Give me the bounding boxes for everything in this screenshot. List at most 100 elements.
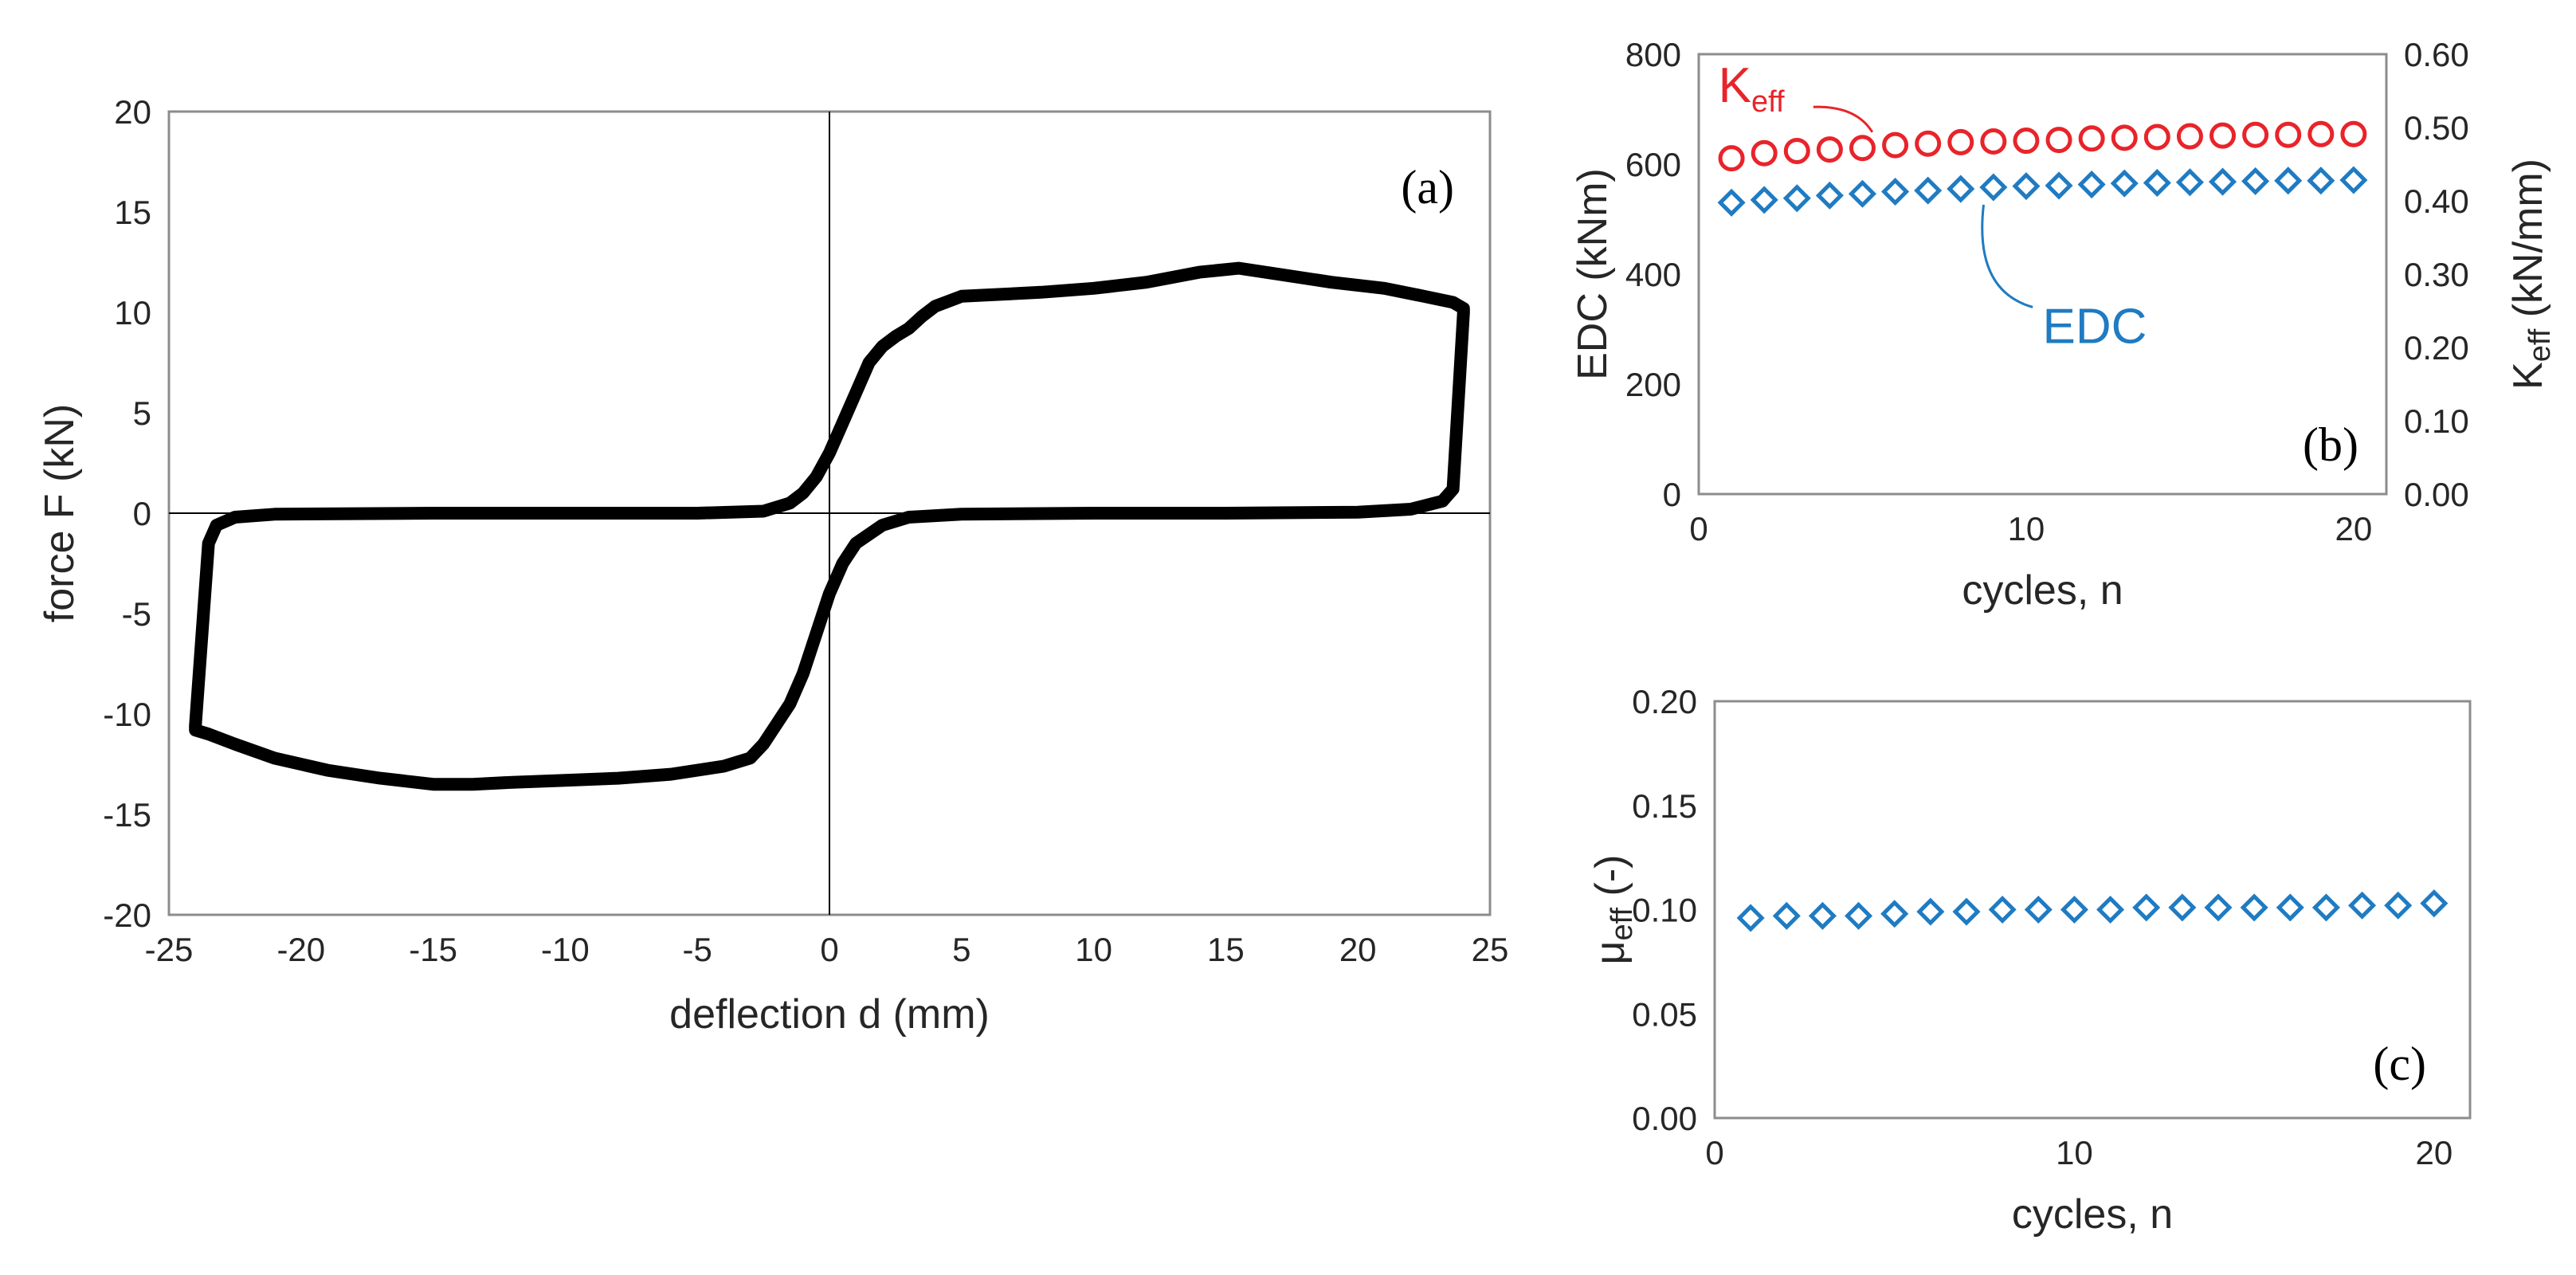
panel-a-y-tick-2: -10: [103, 696, 151, 733]
panel-c-y-tick-4: 0.20: [1632, 683, 1697, 720]
edc-point-18: [2307, 167, 2335, 195]
keff-point-11: [2078, 125, 2105, 152]
panel-b-keff-series: [1718, 120, 2367, 172]
keff-annotation-main: K: [1719, 58, 1751, 113]
edc-point-5: [1881, 177, 1910, 206]
panel-a-y-tick-0: -20: [103, 896, 151, 934]
keff-point-4: [1849, 135, 1876, 162]
edc-point-12: [2110, 169, 2139, 198]
panel-c-y-label-sub: eff: [1606, 907, 1639, 940]
panel-b-y-axis-label: EDC (kNm): [1570, 168, 1616, 380]
panel-b-y2-axis-label: Keff (kN/mm): [2505, 159, 2557, 390]
mu-eff-point-3: [1845, 901, 1873, 930]
panel-a-y-axis-label: force F (kN): [37, 404, 83, 622]
panel-b-y-tick-2: 400: [1625, 256, 1681, 293]
panel-a-x-tick-5: 0: [820, 931, 838, 968]
edc-leader-line: [1981, 204, 2033, 308]
panel-a-y-tick-1: -15: [103, 796, 151, 834]
keff-point-9: [2013, 128, 2040, 155]
panel-b-keff-annotation: Keff: [1719, 58, 1874, 133]
panel-c-label: (c): [2373, 1038, 2426, 1090]
mu-eff-point-0: [1736, 904, 1765, 932]
keff-point-10: [2045, 127, 2072, 154]
panel-c-x-tick-0: 0: [1705, 1134, 1723, 1171]
panel-b-y2-tick-6: 0.60: [2404, 36, 2469, 73]
edc-point-0: [1717, 188, 1746, 217]
panel-b-y-tick-1: 200: [1625, 366, 1681, 403]
panel-a-x-tick-7: 10: [1075, 931, 1112, 968]
panel-a-y-tick-8: 20: [114, 93, 151, 131]
mu-eff-point-8: [2024, 895, 2053, 924]
edc-point-8: [1979, 173, 2008, 202]
edc-point-15: [2208, 167, 2237, 196]
panel-b-y2-tick-5: 0.50: [2404, 109, 2469, 147]
panel-a-y-tick-6: 10: [114, 294, 151, 332]
mu-eff-point-14: [2240, 893, 2268, 922]
panel-c-y-tick-3: 0.15: [1632, 787, 1697, 825]
panel-c-y-tick-labels: 0.00 0.05 0.10 0.15 0.20: [1632, 683, 1697, 1137]
panel-a-x-tick-labels: -25 -20 -15 -10 -5 0 5 10 15 20 25: [145, 931, 1509, 968]
edc-point-14: [2175, 168, 2204, 197]
panel-a-series: [189, 261, 1470, 791]
panel-b-y2-tick-2: 0.20: [2404, 329, 2469, 367]
keff-point-2: [1783, 137, 1810, 164]
panel-c-x-axis-label: cycles, n: [2012, 1191, 2173, 1238]
panel-a-label: (a): [1401, 161, 1454, 214]
mu-eff-point-4: [1880, 900, 1909, 928]
panel-c-y-label-main: μ: [1587, 941, 1633, 965]
panel-c-y-tick-1: 0.05: [1632, 995, 1697, 1033]
panel-b-x-tick-0: 0: [1689, 510, 1708, 547]
panel-b-y2-label-sub: eff: [2523, 328, 2557, 362]
panel-b-y-tick-0: 0: [1663, 476, 1681, 513]
panel-b-y2-tick-4: 0.40: [2404, 182, 2469, 220]
edc-point-17: [2274, 167, 2303, 195]
panel-b-y2-label-main: K: [2505, 362, 2551, 390]
mu-eff-point-13: [2204, 893, 2233, 922]
panel-a-x-tick-8: 15: [1207, 931, 1245, 968]
panel-c-x-tick-1: 10: [2056, 1134, 2093, 1171]
panel-a-x-tick-3: -10: [541, 931, 590, 968]
panel-a-y-tick-7: 15: [114, 194, 151, 231]
svg-text:Keff: Keff: [1719, 58, 1785, 119]
keff-point-15: [2209, 122, 2237, 149]
panel-b-y2-tick-0: 0.00: [2404, 476, 2469, 513]
panel-b-edc-series: [1717, 166, 2368, 217]
mu-eff-point-10: [2096, 895, 2125, 924]
panel-c-y-tick-0: 0.00: [1632, 1100, 1697, 1137]
edc-point-2: [1782, 184, 1811, 213]
mu-eff-point-11: [2132, 893, 2161, 922]
panel-a-hysteresis-chart: -25 -20 -15 -10 -5 0 5 10 15 20 25 -20-15-10-50510…: [37, 93, 1508, 1038]
mu-eff-point-12: [2168, 893, 2197, 922]
keff-point-14: [2176, 123, 2203, 150]
panel-c-x-tick-labels: 0 10 20: [1705, 1134, 2452, 1171]
panel-b-y-tick-4: 800: [1625, 36, 1681, 73]
edc-point-16: [2241, 167, 2270, 195]
panel-b-y-tick-labels: 0 200 400 600 800: [1625, 36, 1681, 513]
panel-b-edc-keff-chart: 0 10 20 0 200 400 600 800 0.00 0.10 0.20 0.30 0.40…: [1570, 36, 2557, 614]
panel-b-y-tick-3: 600: [1625, 146, 1681, 183]
mu-eff-point-17: [2348, 891, 2377, 920]
edc-point-3: [1815, 181, 1844, 210]
panel-a-y-tick-4: 0: [133, 495, 151, 532]
edc-point-19: [2339, 166, 2368, 194]
panel-b-edc-annotation: EDC: [1981, 204, 2147, 354]
panel-b-x-axis-label: cycles, n: [1962, 567, 2123, 614]
keff-point-8: [1980, 128, 2007, 155]
mu-eff-point-1: [1772, 901, 1801, 930]
edc-point-13: [2143, 168, 2171, 197]
panel-a-hysteresis-loop-0: [189, 261, 1470, 791]
panel-b-label: (b): [2303, 418, 2358, 471]
panel-b-y2-tick-3: 0.30: [2404, 256, 2469, 293]
edc-point-6: [1914, 176, 1943, 205]
panel-b-plot-frame: [1697, 53, 2388, 496]
edc-point-9: [2012, 172, 2041, 201]
edc-point-7: [1947, 175, 1975, 203]
keff-point-18: [2307, 120, 2335, 147]
keff-point-17: [2275, 121, 2302, 148]
keff-point-0: [1718, 145, 1745, 172]
mu-eff-point-19: [2420, 889, 2449, 918]
edc-point-10: [2045, 171, 2073, 200]
panel-a-x-tick-10: 25: [1472, 931, 1509, 968]
panel-c-y-axis-label: μeff (-): [1587, 855, 1639, 965]
